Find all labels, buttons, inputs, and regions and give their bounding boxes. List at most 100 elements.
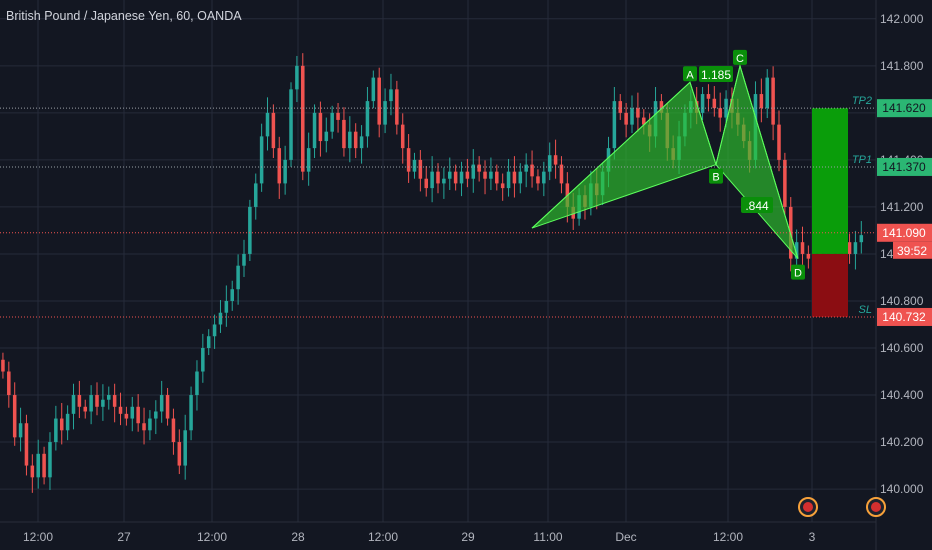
candle-body <box>330 112 334 132</box>
candle-body <box>365 101 370 137</box>
candle-body <box>148 418 152 431</box>
candle-body <box>201 348 205 372</box>
candle-body <box>788 206 793 259</box>
candle-body <box>424 178 429 189</box>
candle-body <box>318 112 323 142</box>
candle-body <box>530 164 534 177</box>
price-axis-label: 140.200 <box>880 435 924 449</box>
candle-body <box>295 65 299 90</box>
time-axis-label: 27 <box>117 530 131 544</box>
take-profit-zone[interactable] <box>812 108 848 254</box>
candle-body <box>618 101 623 113</box>
pattern-ratio-badge <box>741 197 773 213</box>
candle-body <box>248 206 252 254</box>
candle-body <box>765 77 769 109</box>
candle-body <box>142 423 146 431</box>
candle-body <box>42 453 46 478</box>
candle-body <box>465 171 470 179</box>
harmonic-pattern-overlay[interactable]: A B C D 1.185 .844 <box>531 49 848 317</box>
candle-body <box>483 171 487 179</box>
price-axis-label: 140.800 <box>880 294 924 308</box>
candle-body <box>242 253 246 266</box>
candle-body <box>77 395 82 407</box>
candle-body <box>512 171 517 184</box>
candle-body <box>24 423 29 466</box>
candle-body <box>30 465 35 478</box>
pattern-point-a-badge <box>683 66 697 82</box>
level-name-tp1: TP1 <box>852 154 872 166</box>
candle-body <box>806 253 811 259</box>
time-axis-label: 29 <box>461 530 475 544</box>
candle-body <box>718 108 722 118</box>
candle-body <box>165 395 170 419</box>
candle-body <box>336 112 340 120</box>
candle-body <box>324 131 329 142</box>
price-axis[interactable]: 140.000 140.200 140.400 140.600 140.800 141.0… <box>875 0 932 550</box>
level-name-tp2: TP2 <box>852 95 872 107</box>
candle-body <box>489 171 493 179</box>
current-price-label: 141.090 <box>882 226 926 240</box>
candle-body <box>706 94 711 99</box>
current-price-tag <box>877 223 932 242</box>
pattern-point-c-badge <box>733 49 747 65</box>
candle-body <box>65 413 70 431</box>
candle-body <box>389 89 393 102</box>
event-icons[interactable] <box>798 497 886 517</box>
level-name-sl: SL <box>859 304 872 316</box>
time-axis-label: 3 <box>809 530 816 544</box>
candle-body <box>236 265 240 290</box>
candle-body <box>130 406 135 419</box>
candle-body <box>342 119 346 149</box>
candle-body <box>348 131 352 149</box>
candle-body <box>500 183 505 189</box>
candle-body <box>271 112 276 149</box>
countdown-tag <box>893 241 932 259</box>
candle-body <box>536 176 540 184</box>
candle-body <box>700 94 705 113</box>
candle-body <box>771 77 775 125</box>
level-tag-tp2 <box>877 99 932 118</box>
candle-body <box>136 406 140 424</box>
candle-body <box>12 395 17 438</box>
candle-body <box>542 171 546 184</box>
pattern-point-a: A <box>686 69 694 81</box>
countdown-label: 39:52 <box>897 244 927 258</box>
pattern-point-c: C <box>736 53 744 65</box>
pattern-leg-line <box>531 63 799 259</box>
candle-body <box>189 395 193 431</box>
candle-body <box>101 399 105 407</box>
candle-body <box>447 171 452 179</box>
stop-loss-zone[interactable] <box>812 253 848 317</box>
candle-body <box>283 159 287 184</box>
candle-body <box>253 183 258 207</box>
time-axis[interactable]: 12:00 27 12:00 28 12:00 29 11:00 Dec 12:00 3 <box>0 521 876 544</box>
price-axis-label: 140.000 <box>880 482 924 496</box>
candle-body <box>418 159 423 179</box>
candle-body <box>442 178 446 184</box>
candle-body <box>171 418 176 443</box>
candle-body <box>224 300 229 313</box>
candle-body <box>777 124 781 160</box>
candle-body <box>289 89 293 160</box>
candle-body <box>83 406 88 412</box>
candle-body <box>383 101 387 125</box>
candle-body <box>518 171 523 184</box>
pattern-ratio-label: .844 <box>745 199 769 213</box>
pattern-xab-triangle <box>531 81 717 229</box>
time-axis-label: 12:00 <box>368 530 398 544</box>
candle-body <box>212 324 217 337</box>
candle-body <box>712 98 717 109</box>
candle-body <box>183 430 187 466</box>
candle-body <box>301 65 305 172</box>
time-axis-label: 12:00 <box>713 530 743 544</box>
candle-body <box>430 171 434 189</box>
candle-body <box>794 242 799 259</box>
candle-body <box>395 89 399 125</box>
time-axis-label: 11:00 <box>533 530 562 544</box>
candle-body <box>7 371 11 396</box>
candle-body <box>112 395 117 407</box>
candle-body <box>218 312 223 325</box>
candle-body <box>459 171 464 184</box>
candle-body <box>624 112 628 125</box>
